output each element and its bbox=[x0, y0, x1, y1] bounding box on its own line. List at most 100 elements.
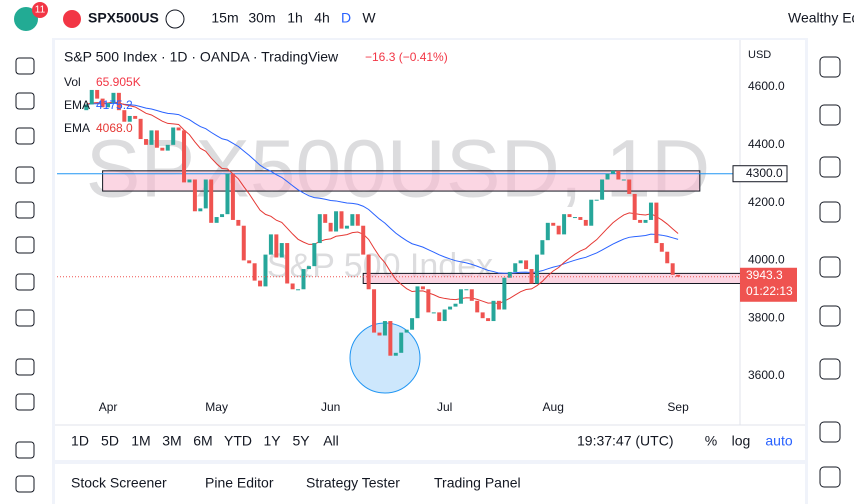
candle bbox=[388, 321, 393, 356]
zone bbox=[362, 272, 744, 284]
panel-icon[interactable] bbox=[819, 256, 841, 278]
candle bbox=[154, 130, 159, 148]
panel-icon[interactable] bbox=[819, 104, 841, 126]
interval[interactable]: 1h bbox=[287, 10, 303, 26]
candle bbox=[203, 179, 208, 209]
x-tick-label: Aug bbox=[543, 400, 564, 414]
y-tick-label: 3600.0 bbox=[748, 368, 785, 382]
candle bbox=[84, 104, 89, 111]
range-button[interactable]: 1D bbox=[71, 433, 89, 449]
tool-icon[interactable] bbox=[15, 441, 35, 459]
interval[interactable]: 30m bbox=[248, 10, 275, 26]
tab[interactable]: Pine Editor bbox=[205, 475, 274, 491]
legend-value: 4175.2 bbox=[96, 98, 133, 112]
candle bbox=[268, 234, 273, 255]
tool-icon[interactable] bbox=[15, 201, 35, 219]
tool-icon[interactable] bbox=[15, 358, 35, 376]
candle bbox=[361, 225, 366, 255]
range-button[interactable]: YTD bbox=[224, 433, 252, 449]
panel-icon[interactable] bbox=[819, 156, 841, 178]
tool-icon[interactable] bbox=[15, 236, 35, 254]
interval[interactable]: 4h bbox=[314, 10, 330, 26]
range-button[interactable]: 1M bbox=[131, 433, 150, 449]
scale-option[interactable]: auto bbox=[765, 433, 792, 449]
clock: 19:37:47 (UTC) bbox=[577, 433, 673, 449]
candle bbox=[431, 312, 436, 314]
tool-icon[interactable] bbox=[15, 127, 35, 145]
panel-icon[interactable] bbox=[819, 466, 841, 488]
candle bbox=[95, 89, 100, 99]
panel-icon[interactable] bbox=[819, 305, 841, 327]
x-tick-label: Jul bbox=[437, 400, 452, 414]
tool-icon[interactable] bbox=[15, 393, 35, 411]
panel-icon[interactable] bbox=[819, 358, 841, 380]
candle bbox=[317, 214, 322, 244]
candle bbox=[420, 286, 425, 290]
candle bbox=[502, 277, 507, 310]
candle bbox=[312, 243, 317, 267]
range-button[interactable]: 3M bbox=[162, 433, 181, 449]
range-button[interactable]: 5D bbox=[101, 433, 119, 449]
candle bbox=[616, 170, 621, 180]
last-price: 3943.3 bbox=[746, 268, 783, 282]
candle bbox=[328, 222, 333, 232]
candle bbox=[230, 173, 235, 220]
candle bbox=[475, 300, 480, 313]
x-tick-label: Sep bbox=[667, 400, 689, 414]
tool-icon[interactable] bbox=[15, 309, 35, 327]
candle bbox=[670, 263, 675, 275]
panel-icon[interactable] bbox=[819, 201, 841, 223]
candle bbox=[355, 214, 360, 226]
candle bbox=[464, 289, 469, 291]
candle bbox=[399, 332, 404, 353]
candle bbox=[578, 217, 583, 220]
tab[interactable]: Trading Panel bbox=[434, 475, 521, 491]
tool-icon[interactable] bbox=[15, 475, 35, 493]
add-symbol[interactable] bbox=[165, 9, 185, 29]
candle bbox=[469, 289, 474, 301]
range-button[interactable]: 1Y bbox=[263, 433, 281, 449]
candle bbox=[171, 127, 176, 145]
interval[interactable]: W bbox=[362, 10, 376, 26]
candle bbox=[182, 130, 187, 183]
tab[interactable]: Strategy Tester bbox=[306, 475, 400, 491]
candle bbox=[458, 289, 463, 304]
panel-icon[interactable] bbox=[819, 421, 841, 443]
watermark: SPX500USD, 1D bbox=[86, 124, 710, 215]
tool-icon[interactable] bbox=[15, 273, 35, 291]
right-toolbar bbox=[808, 38, 854, 504]
symbol[interactable]: SPX500US bbox=[88, 10, 159, 26]
candle bbox=[106, 102, 111, 108]
candle bbox=[382, 321, 387, 336]
candle bbox=[133, 115, 138, 119]
candle bbox=[285, 243, 290, 284]
logo[interactable] bbox=[14, 7, 38, 31]
scale-option[interactable]: log bbox=[732, 433, 751, 449]
candle bbox=[236, 219, 241, 226]
range-button[interactable]: 6M bbox=[193, 433, 212, 449]
range-button[interactable]: 5Y bbox=[292, 433, 310, 449]
candle bbox=[111, 92, 116, 103]
currency[interactable]: USD bbox=[748, 49, 771, 61]
tab[interactable]: Stock Screener bbox=[71, 475, 167, 491]
candle bbox=[524, 260, 529, 270]
y-tick-label: 4000.0 bbox=[748, 253, 785, 267]
candle bbox=[654, 202, 659, 244]
scale-option[interactable]: % bbox=[705, 433, 717, 449]
range-button[interactable]: All bbox=[323, 433, 339, 449]
candle bbox=[323, 214, 328, 223]
countdown: 01:22:13 bbox=[746, 284, 793, 298]
tool-icon[interactable] bbox=[15, 92, 35, 110]
tool-icon[interactable] bbox=[15, 57, 35, 75]
legend-value: 4068.0 bbox=[96, 121, 133, 135]
interval[interactable]: 15m bbox=[211, 10, 238, 26]
tool-icon[interactable] bbox=[15, 166, 35, 184]
account[interactable]: Wealthy Ed bbox=[788, 10, 854, 26]
panel-icon[interactable] bbox=[819, 56, 841, 78]
candle bbox=[594, 199, 599, 201]
candle bbox=[89, 89, 94, 105]
y-tick-label: 4600.0 bbox=[748, 79, 785, 93]
interval[interactable]: D bbox=[341, 10, 351, 26]
candle bbox=[545, 222, 550, 241]
candle bbox=[377, 332, 382, 336]
